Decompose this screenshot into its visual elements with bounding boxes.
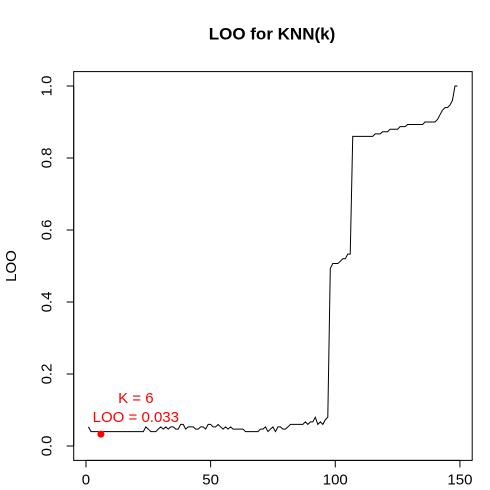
y-tick-label: 0.4: [39, 292, 56, 313]
y-tick-label: 0.0: [39, 436, 56, 457]
chart-title: LOO for KNN(k): [209, 24, 336, 43]
x-tick-label: 50: [202, 471, 219, 488]
x-tick-label: 0: [82, 471, 90, 488]
annotation: LOO = 0.033: [93, 409, 179, 426]
x-tick-label: 150: [447, 471, 472, 488]
y-axis-label: LOO: [3, 250, 20, 282]
data-line: [88, 85, 458, 435]
y-tick-label: 0.2: [39, 364, 56, 385]
y-tick-label: 0.6: [39, 220, 56, 241]
y-tick-label: 0.8: [39, 148, 56, 169]
x-tick-label: 100: [323, 471, 348, 488]
highlight-point: [97, 430, 105, 438]
annotation: K = 6: [118, 390, 153, 407]
y-tick-label: 1.0: [39, 76, 56, 97]
